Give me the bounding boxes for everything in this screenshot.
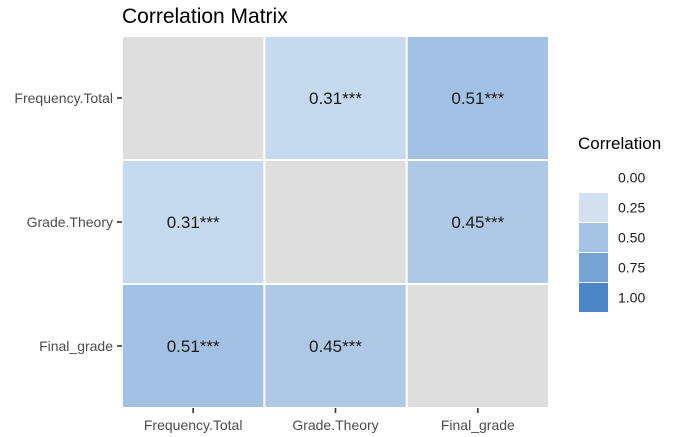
heatmap-cell-final-grade-frequency-total [123,285,264,407]
legend: Correlation 0.00 0.25 0.50 0.75 1.00 [578,134,661,312]
cell-value-label: 0.31*** [167,213,220,232]
legend-key [579,283,608,312]
legend-label: 1.00 [618,290,645,306]
y-tick-label: Grade.Theory [27,214,113,230]
cell-value-label: 0.31*** [309,89,362,108]
chart-title: Correlation Matrix [122,5,288,28]
heatmap-cell-frequency-total-final-grade [407,37,548,159]
legend-key [579,223,608,252]
legend-key [579,253,608,282]
y-tick-label: Final_grade [39,338,113,354]
heatmap-cell-frequency-total-frequency-total [123,37,264,159]
legend-key [579,193,608,222]
legend-label: 0.75 [618,260,645,276]
cell-value-label: 0.51*** [167,337,220,356]
heatmap-cell-grade-theory-final-grade [407,161,548,283]
y-tick-label: Frequency.Total [14,90,113,106]
x-tick-label: Grade.Theory [292,417,378,433]
heatmap-cell-final-grade-grade-theory [265,285,406,407]
heatmap-cell-frequency-total-grade-theory [265,37,406,159]
legend-label: 0.00 [618,170,645,186]
legend-title: Correlation [578,134,661,153]
legend-label: 0.50 [618,230,645,246]
heatmap-cell-grade-theory-grade-theory [265,161,406,283]
heatmap-cells [123,37,548,407]
x-axis: Frequency.Total Grade.Theory Final_grade [144,408,515,433]
cell-value-label: 0.51*** [451,89,504,108]
y-axis: Frequency.Total Grade.Theory Final_grade [14,90,122,354]
x-tick-label: Final_grade [441,417,515,433]
legend-label: 0.25 [618,200,645,216]
heatmap-cell-labels: 0.31*** 0.51*** 0.31*** 0.45*** 0.51*** 0.45*… [167,89,505,356]
cell-value-label: 0.45*** [309,337,362,356]
heatmap-cell-grade-theory-frequency-total [123,161,264,283]
legend-key [579,163,608,192]
x-tick-label: Frequency.Total [144,417,243,433]
heatmap-cell-final-grade-final-grade [407,285,548,407]
cell-value-label: 0.45*** [451,213,504,232]
